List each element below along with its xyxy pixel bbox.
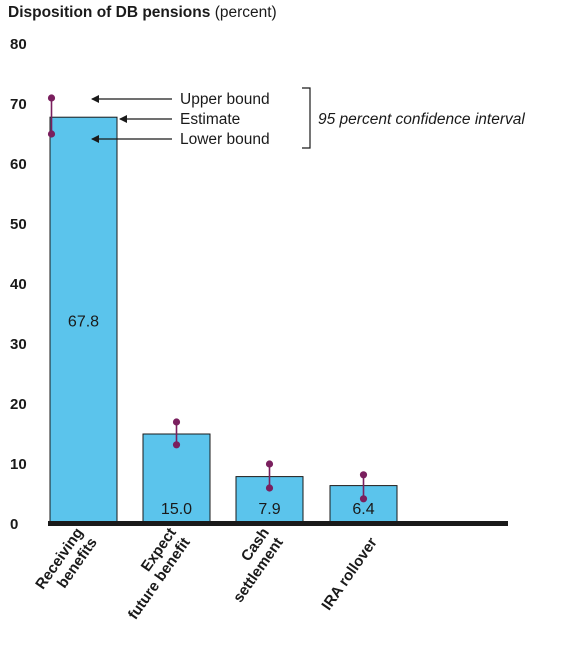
y-tick-label: 70 xyxy=(10,96,27,113)
category-label-line: IRA rollover xyxy=(318,534,380,613)
chart-title-main: Disposition of DB pensions xyxy=(8,4,211,21)
chart-title: Disposition of DB pensions (percent) xyxy=(8,4,277,22)
lower-bound-point xyxy=(47,130,56,138)
bar-value-label: 6.4 xyxy=(352,501,374,518)
y-tick-label: 80 xyxy=(10,36,27,53)
upper-bound-point xyxy=(172,418,181,426)
bar-value-label: 7.9 xyxy=(258,501,280,518)
legend-estimate-label: Estimate xyxy=(180,111,240,128)
lower-bound-point xyxy=(265,484,274,492)
y-tick-label: 50 xyxy=(10,216,27,233)
y-tick-label: 40 xyxy=(10,276,27,293)
bar xyxy=(49,116,118,525)
y-tick-label: 0 xyxy=(10,516,18,533)
upper-bound-point xyxy=(47,94,56,102)
legend-upper-label: Upper bound xyxy=(180,91,270,108)
lower-bound-point xyxy=(172,441,181,449)
bar-value-label: 15.0 xyxy=(161,501,192,518)
x-axis-baseline xyxy=(48,521,508,526)
category-label: Expectfuture benefit xyxy=(111,525,194,623)
y-tick-label: 10 xyxy=(10,456,27,473)
y-tick-label: 30 xyxy=(10,336,27,353)
category-label: IRA rollover xyxy=(318,534,380,613)
upper-bound-point xyxy=(359,471,368,479)
upper-bound-point xyxy=(265,460,274,468)
y-tick-label: 60 xyxy=(10,156,27,173)
lower-bound-point xyxy=(359,495,368,503)
legend-lower-label: Lower bound xyxy=(180,131,270,148)
category-label: Cashsettlement xyxy=(216,525,287,606)
confidence-legend: Upper bound Estimate Lower bound 95 perc… xyxy=(91,87,525,149)
confidence-interval-label: 95 percent confidence interval xyxy=(318,111,525,128)
bar xyxy=(142,433,211,525)
chart-title-unit: (percent) xyxy=(214,4,277,21)
legend-bracket xyxy=(302,87,311,149)
category-label: Receivingbenefits xyxy=(32,525,101,603)
bar-value-label: 67.8 xyxy=(68,314,99,331)
y-tick-label: 20 xyxy=(10,396,27,413)
